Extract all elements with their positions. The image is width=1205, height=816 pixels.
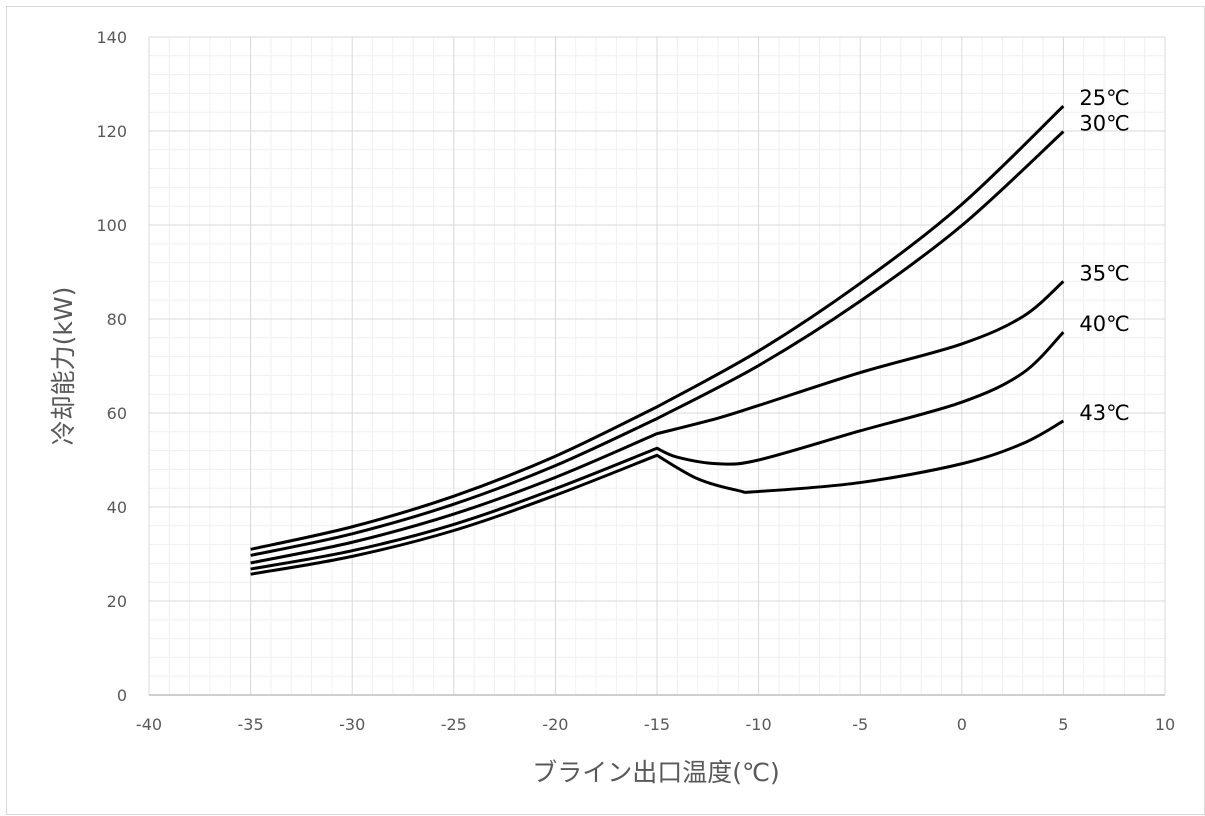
y-tick-label: 60: [107, 404, 127, 423]
y-tick-label: 40: [107, 498, 127, 517]
x-tick-label: -20: [542, 715, 568, 734]
major-gridlines: [148, 36, 1166, 696]
x-tick-label: -25: [441, 715, 467, 734]
y-tick-label: 0: [117, 686, 127, 705]
series-label: 30℃: [1079, 111, 1129, 135]
y-tick-label: 20: [107, 592, 127, 611]
x-axis-title: ブライン出口温度(℃): [532, 758, 780, 787]
x-tick-label: -10: [746, 715, 772, 734]
y-tick-label: 80: [107, 310, 127, 329]
x-tick-label: 10: [1155, 715, 1175, 734]
x-tick-label: 5: [1058, 715, 1068, 734]
x-tick-label: -5: [852, 715, 868, 734]
x-tick-label: -35: [238, 715, 264, 734]
y-axis-title: 冷却能力(kW): [49, 287, 78, 446]
series-line: [250, 331, 1065, 571]
y-tick-label: 140: [96, 28, 127, 47]
x-tick-label: -15: [644, 715, 670, 734]
x-tick-label: -40: [136, 715, 162, 734]
x-tick-label: -30: [339, 715, 365, 734]
series-label: 40℃: [1079, 312, 1129, 336]
tick-labels: -40 -35 -30 -25 -20 -15 -10 -5 0 5 100204060801001…: [96, 28, 1175, 734]
series-line: [250, 105, 1065, 551]
series-label: 35℃: [1079, 261, 1129, 285]
series-line: [250, 130, 1065, 557]
y-tick-label: 120: [96, 122, 127, 141]
x-tick-label: 0: [957, 715, 967, 734]
series-label: 25℃: [1079, 86, 1129, 110]
series-lines: [250, 105, 1065, 576]
series-line: [250, 280, 1065, 565]
series-label: 43℃: [1079, 401, 1129, 425]
y-tick-label: 100: [96, 216, 127, 235]
series-line: [250, 419, 1065, 576]
series-labels: 25℃30℃ 35℃ 40℃ 43℃: [1079, 86, 1129, 425]
